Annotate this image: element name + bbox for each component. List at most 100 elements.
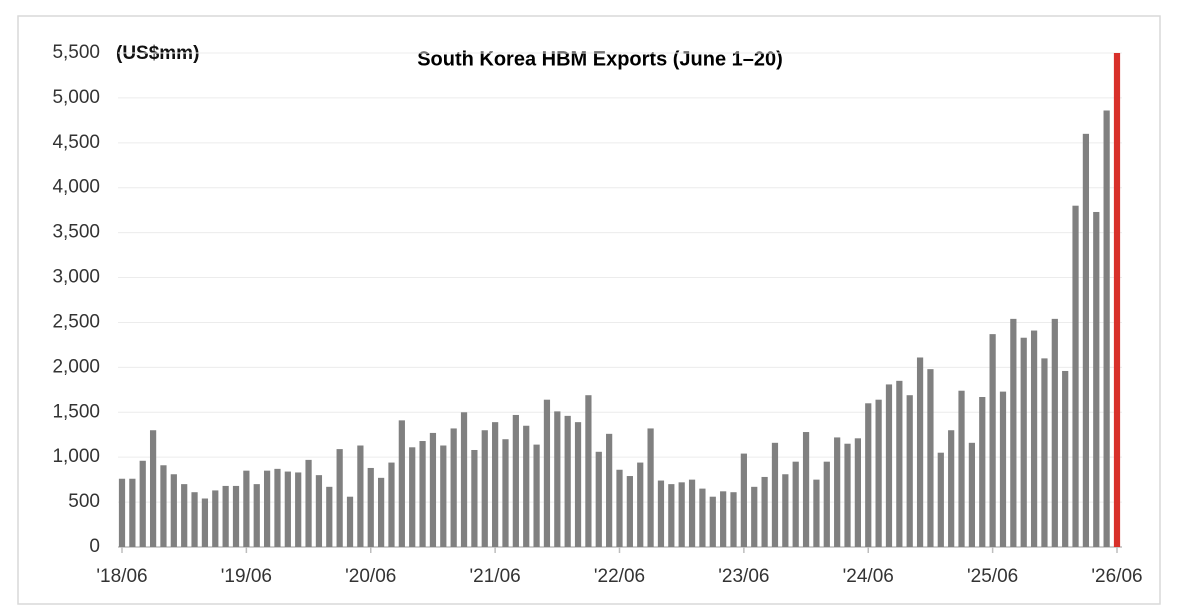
bar <box>595 451 602 547</box>
bar <box>315 475 323 547</box>
bar <box>802 432 810 547</box>
bar <box>751 486 758 547</box>
bar <box>232 485 240 547</box>
bar <box>1051 318 1058 547</box>
bar <box>388 462 395 547</box>
y-tick-label: 4,500 <box>52 132 100 153</box>
bar <box>1062 370 1069 547</box>
x-tick-label: '21/06 <box>470 566 521 587</box>
bar <box>865 403 872 547</box>
bar <box>149 430 157 547</box>
bar <box>243 470 250 547</box>
bar <box>118 478 126 547</box>
y-tick-label: 5,000 <box>52 87 100 108</box>
bar <box>295 472 302 547</box>
bar <box>948 430 955 547</box>
y-tick-label: 1,000 <box>52 446 100 467</box>
bar <box>160 465 167 547</box>
bar <box>896 380 903 547</box>
bar <box>626 476 633 547</box>
bar <box>1093 211 1100 547</box>
bar <box>647 428 654 547</box>
bar <box>989 334 996 547</box>
bar <box>668 484 675 547</box>
bar <box>968 442 976 547</box>
bar <box>720 491 727 547</box>
bar <box>916 357 924 547</box>
bar <box>1010 318 1017 547</box>
bar <box>875 399 882 547</box>
bar <box>709 496 716 547</box>
bar <box>823 461 830 547</box>
bar <box>699 488 706 547</box>
bar <box>761 476 768 547</box>
x-tick-label: '26/06 <box>1091 566 1142 587</box>
bar <box>357 445 364 547</box>
bar <box>740 453 747 547</box>
x-tick-label: '24/06 <box>843 566 894 587</box>
bar <box>274 468 281 547</box>
bar <box>885 384 893 547</box>
bar <box>1072 205 1079 547</box>
bar <box>564 415 571 547</box>
bar <box>999 391 1007 547</box>
bar <box>326 486 333 547</box>
x-tick-label: '23/06 <box>718 566 769 587</box>
bar <box>1113 53 1121 547</box>
bar <box>336 449 343 547</box>
bar <box>523 425 530 547</box>
y-tick-label: 2,000 <box>52 356 100 377</box>
bar <box>129 478 136 547</box>
bar <box>979 397 986 547</box>
bar <box>616 469 623 547</box>
bar <box>1030 330 1038 547</box>
y-tick-label: 3,000 <box>52 267 100 288</box>
bar <box>409 447 416 547</box>
bar <box>585 395 592 547</box>
bar <box>637 462 644 547</box>
bar <box>792 461 799 547</box>
x-tick-label: '18/06 <box>96 566 147 587</box>
bar <box>574 422 582 547</box>
y-tick-label: 2,500 <box>52 311 100 332</box>
bar <box>284 471 291 547</box>
bar <box>191 492 198 547</box>
bar <box>512 414 519 547</box>
bar <box>906 395 913 547</box>
y-tick-label: 4,000 <box>52 177 100 198</box>
bar <box>771 442 779 547</box>
bar <box>606 433 613 547</box>
bar <box>440 445 447 547</box>
bar <box>139 460 146 547</box>
bar <box>543 399 551 547</box>
unit-label: (US$mm) <box>116 43 199 64</box>
bar <box>398 420 405 547</box>
bar <box>450 428 457 547</box>
bar <box>502 439 509 547</box>
bar <box>1041 358 1048 547</box>
bar <box>688 479 696 547</box>
y-tick-label: 500 <box>68 491 100 512</box>
bar <box>263 470 271 547</box>
bar <box>460 412 468 547</box>
chart-frame <box>17 15 1161 605</box>
bar <box>367 467 374 547</box>
x-tick-label: '25/06 <box>967 566 1018 587</box>
bar <box>481 430 488 547</box>
bar <box>813 479 820 547</box>
y-tick-label: 3,500 <box>52 222 100 243</box>
bar <box>730 492 737 547</box>
bar <box>212 490 219 547</box>
bar <box>657 480 665 547</box>
bar <box>937 452 944 547</box>
bar <box>533 444 540 547</box>
bar <box>492 422 499 547</box>
y-tick-label: 1,500 <box>52 401 100 422</box>
bar <box>1020 337 1027 547</box>
bar <box>346 496 354 547</box>
bar <box>419 441 426 547</box>
bar <box>678 482 685 547</box>
bar <box>1082 133 1090 547</box>
bar <box>170 474 177 547</box>
